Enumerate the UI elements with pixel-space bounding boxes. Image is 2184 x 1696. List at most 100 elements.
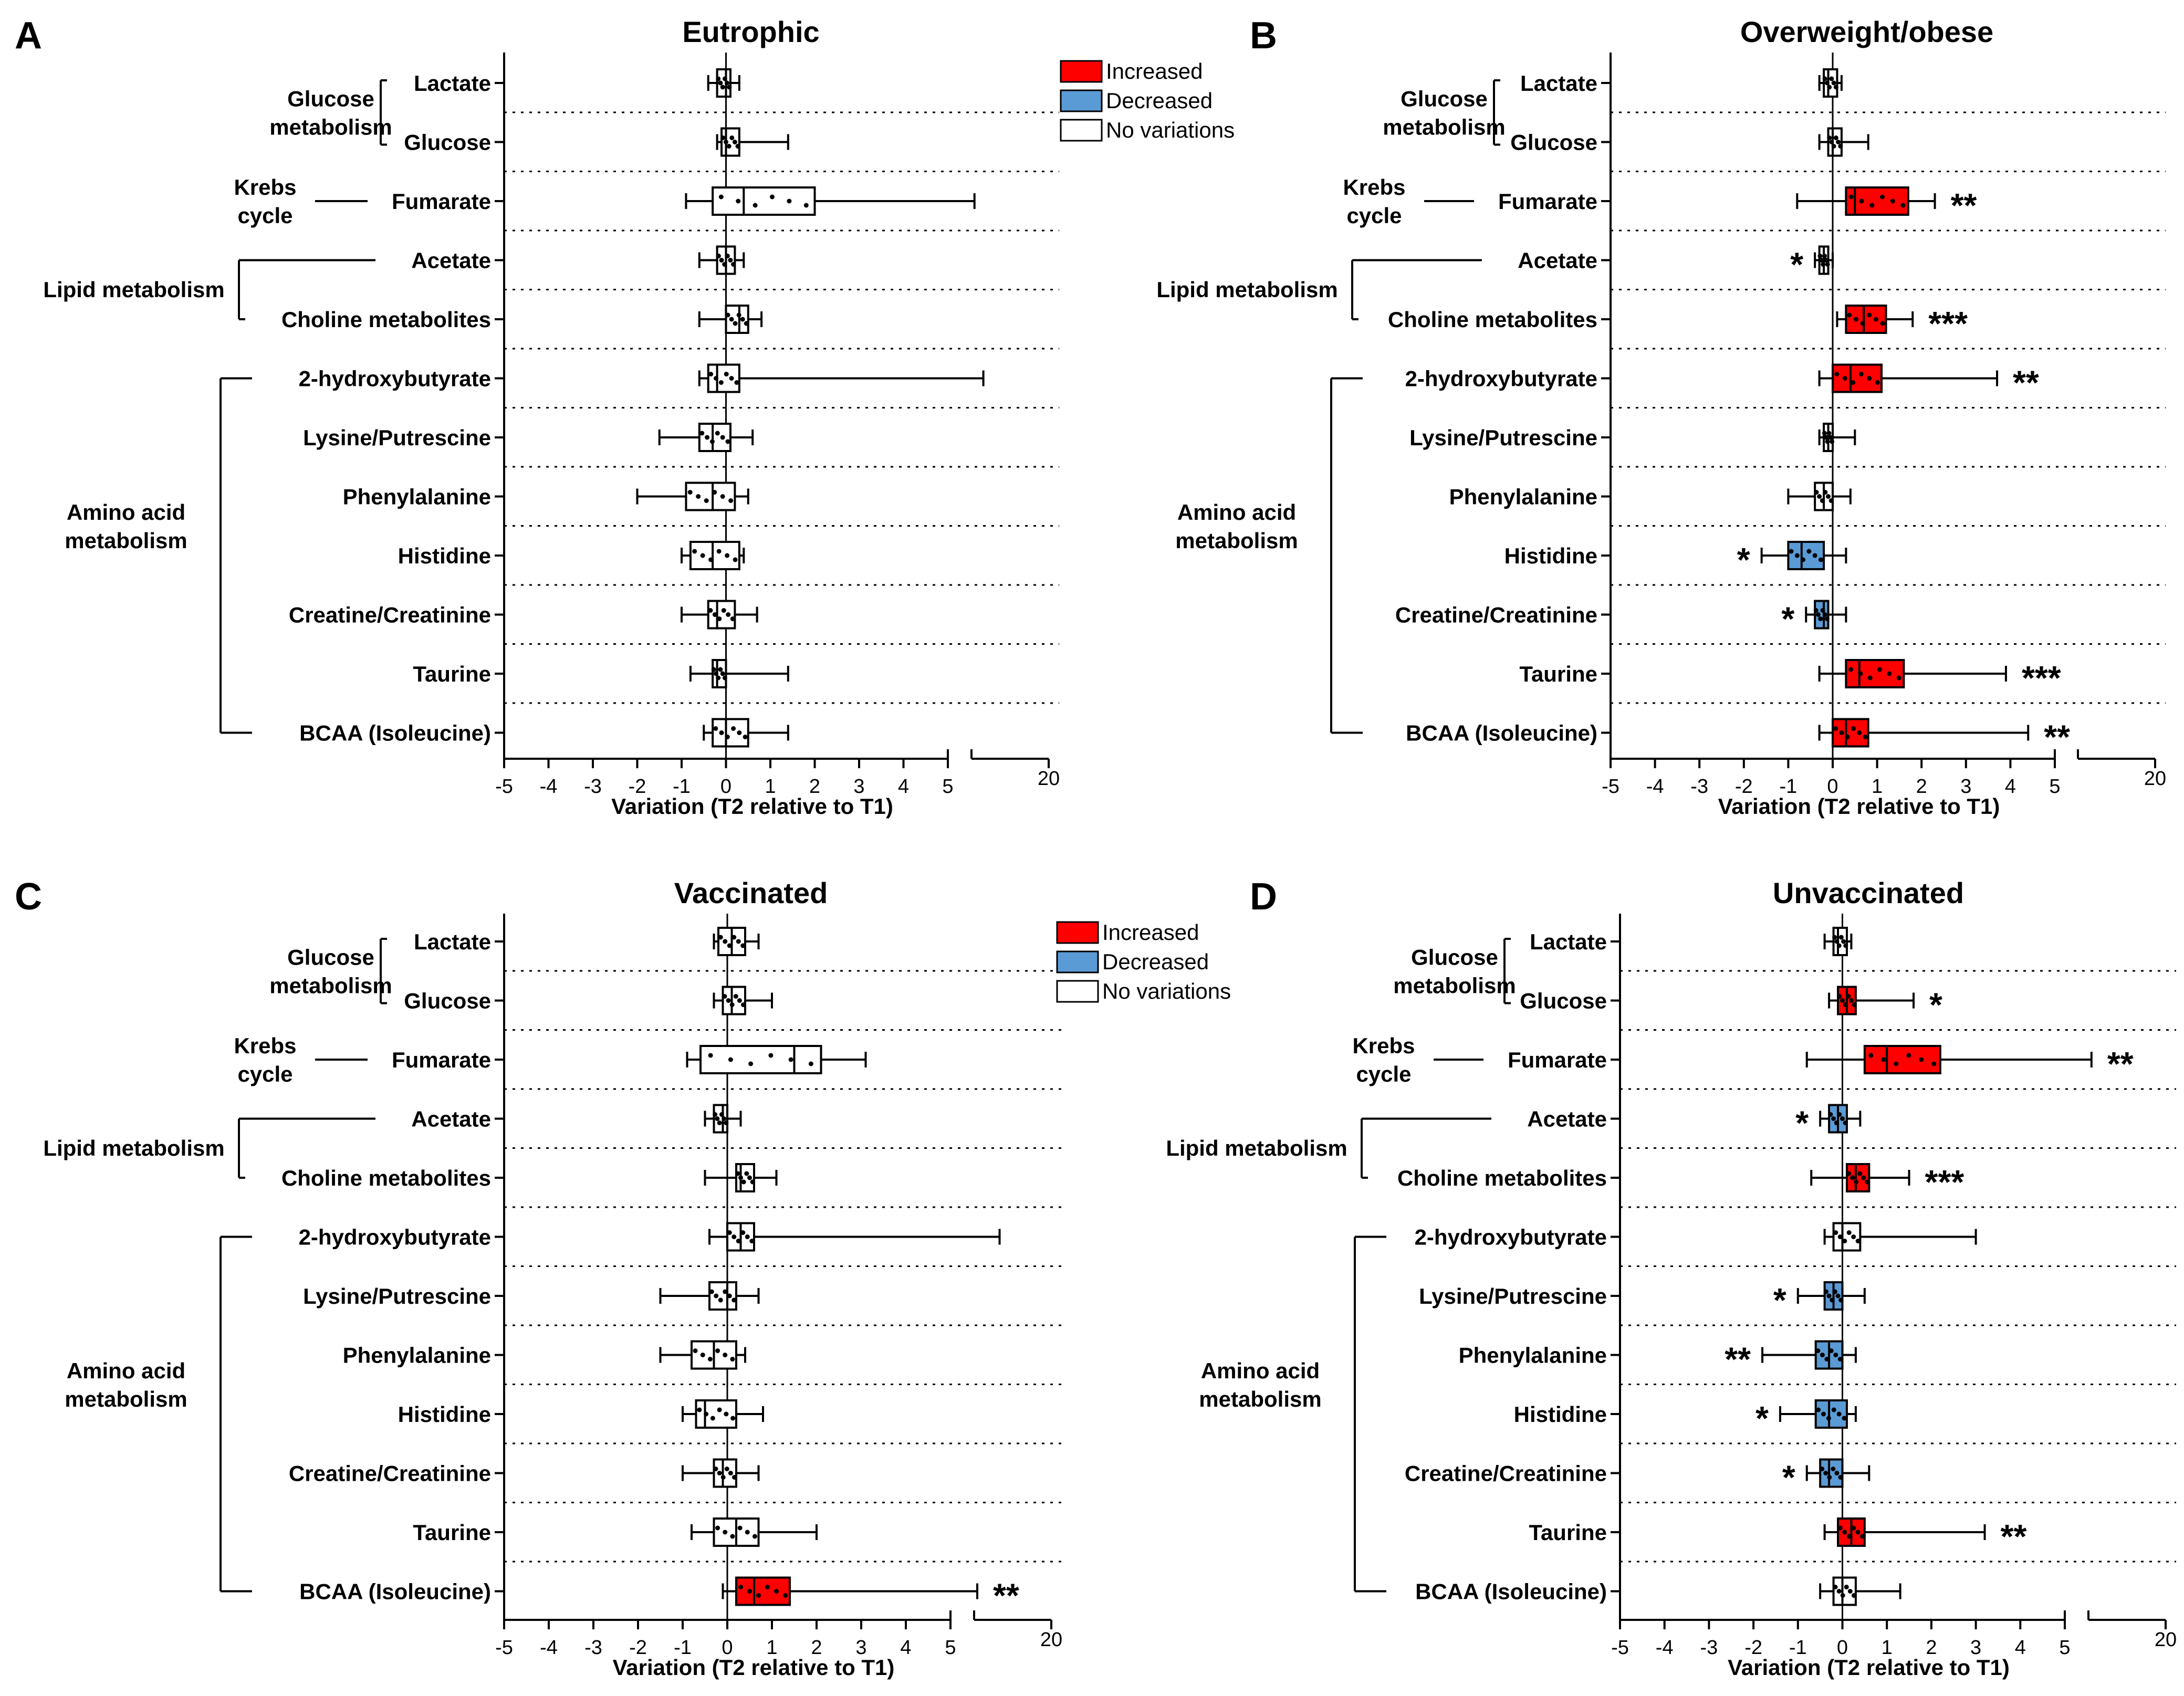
x-tick-label: -4	[1646, 776, 1664, 798]
data-point	[1875, 380, 1880, 385]
data-point	[723, 939, 728, 944]
x-tick-label: 5	[945, 1637, 956, 1659]
data-point	[1794, 553, 1800, 558]
data-point	[718, 1297, 723, 1303]
data-point	[1789, 549, 1794, 554]
data-point	[1838, 1297, 1844, 1303]
data-point	[712, 490, 717, 495]
row-label: Creatine/Creatinine	[289, 1461, 491, 1486]
data-point	[724, 140, 728, 144]
legend-label-increased: Increased	[1102, 920, 1199, 945]
data-point	[1842, 1530, 1847, 1535]
data-point	[1834, 1471, 1840, 1475]
row-label: Fumarate	[392, 1048, 491, 1072]
data-point	[720, 1475, 726, 1480]
data-point	[783, 1593, 788, 1598]
x-tick-label: 3	[853, 776, 864, 798]
group-label: Lipid metabolism	[1156, 277, 1337, 302]
data-point	[1843, 1002, 1848, 1007]
row-label: Acetate	[1518, 248, 1597, 273]
row-label: Taurine	[413, 1520, 491, 1545]
data-point	[734, 380, 739, 385]
significance-mark: **	[1725, 1341, 1751, 1378]
data-point	[725, 553, 730, 558]
data-point	[1847, 1589, 1853, 1594]
x-tick-label: -5	[1602, 776, 1619, 798]
panel-a: A Eutrophic -5 -4 -3 -2 -1 0 1 2 3 4 5 20 Variation (T…	[15, 15, 1235, 819]
data-point	[1906, 1053, 1911, 1058]
group-label: metabolism	[269, 973, 392, 998]
data-point	[708, 557, 714, 562]
box-none	[722, 986, 746, 1015]
data-point	[737, 1525, 743, 1531]
data-point	[1854, 1179, 1859, 1185]
x-tick-label: 3	[1960, 776, 1971, 798]
data-point	[1894, 1061, 1899, 1066]
x-tick-label: 1	[765, 776, 776, 798]
row-label: Phenylalanine	[343, 1343, 491, 1368]
data-point	[704, 498, 709, 503]
data-point	[722, 262, 727, 267]
data-point	[1848, 667, 1854, 672]
x-tick-label: -3	[1690, 776, 1708, 798]
data-point	[1900, 203, 1906, 208]
row-label: Histidine	[1514, 1402, 1607, 1427]
data-point	[726, 144, 732, 149]
data-point	[1822, 612, 1827, 617]
legend-label-none: No variations	[1102, 979, 1231, 1003]
data-point	[726, 998, 731, 1003]
box-none	[1832, 1222, 1862, 1252]
data-point	[1840, 1593, 1845, 1598]
data-point	[1831, 1467, 1836, 1471]
panel-title: Unvaccinated	[1773, 876, 1964, 909]
x-tick-label: -5	[495, 1637, 513, 1659]
data-point	[730, 1534, 735, 1539]
data-point	[1837, 1234, 1843, 1239]
x-tick-label: 3	[1970, 1637, 1981, 1659]
panel-letter: A	[15, 15, 42, 57]
data-point	[1828, 498, 1834, 503]
data-point	[1881, 1057, 1886, 1062]
data-point	[727, 943, 732, 948]
data-point	[728, 1471, 733, 1475]
data-point	[744, 321, 749, 326]
significance-mark: *	[1929, 986, 1942, 1024]
data-point	[1828, 435, 1833, 440]
data-point	[1833, 1230, 1838, 1235]
row-label: Creatine/Creatinine	[1405, 1461, 1607, 1486]
data-point	[1827, 85, 1832, 90]
data-point	[1846, 1171, 1851, 1176]
data-point	[717, 1121, 722, 1125]
data-point	[1828, 1348, 1834, 1353]
significance-mark: *	[1755, 1399, 1769, 1437]
panel-d: D Unvaccinated -5 -4 -3 -2 -1 0 1 2 3 4 5 20 Variation…	[1166, 876, 2177, 1680]
data-point	[1859, 198, 1864, 204]
data-point	[1867, 376, 1872, 381]
data-point	[1837, 1525, 1843, 1531]
group-label: Lipid metabolism	[43, 1136, 224, 1160]
box-increased	[1845, 186, 1909, 216]
data-point	[1826, 1416, 1831, 1421]
x-tick-label: 5	[942, 776, 953, 798]
data-point	[1836, 1411, 1842, 1417]
x-tick-label: 5	[2049, 776, 2060, 798]
legend-swatch-increased	[1060, 60, 1103, 83]
x-tick-label: -2	[629, 1637, 647, 1659]
x-tick-label: 0	[1827, 776, 1838, 798]
panel-c: C Vaccinated -5 -4 -3 -2 -1 0 1 2 3 4 5 20 Variation (…	[15, 876, 1231, 1680]
significance-mark: ***	[2022, 659, 2061, 697]
data-point	[719, 258, 724, 263]
row-label: Choline metabolites	[281, 1166, 491, 1190]
data-point	[1887, 671, 1892, 676]
data-point	[1860, 1534, 1865, 1539]
data-point	[1812, 553, 1817, 558]
data-point	[709, 439, 715, 444]
data-point	[1857, 730, 1862, 735]
group-label: Glucose	[287, 86, 374, 111]
data-point	[1832, 935, 1837, 940]
x-tick-label: 0	[1837, 1637, 1848, 1659]
panel-title: Overweight/obese	[1740, 15, 1993, 48]
legend-label-decreased: Decreased	[1102, 949, 1209, 974]
x-tick-label: -2	[629, 776, 646, 798]
